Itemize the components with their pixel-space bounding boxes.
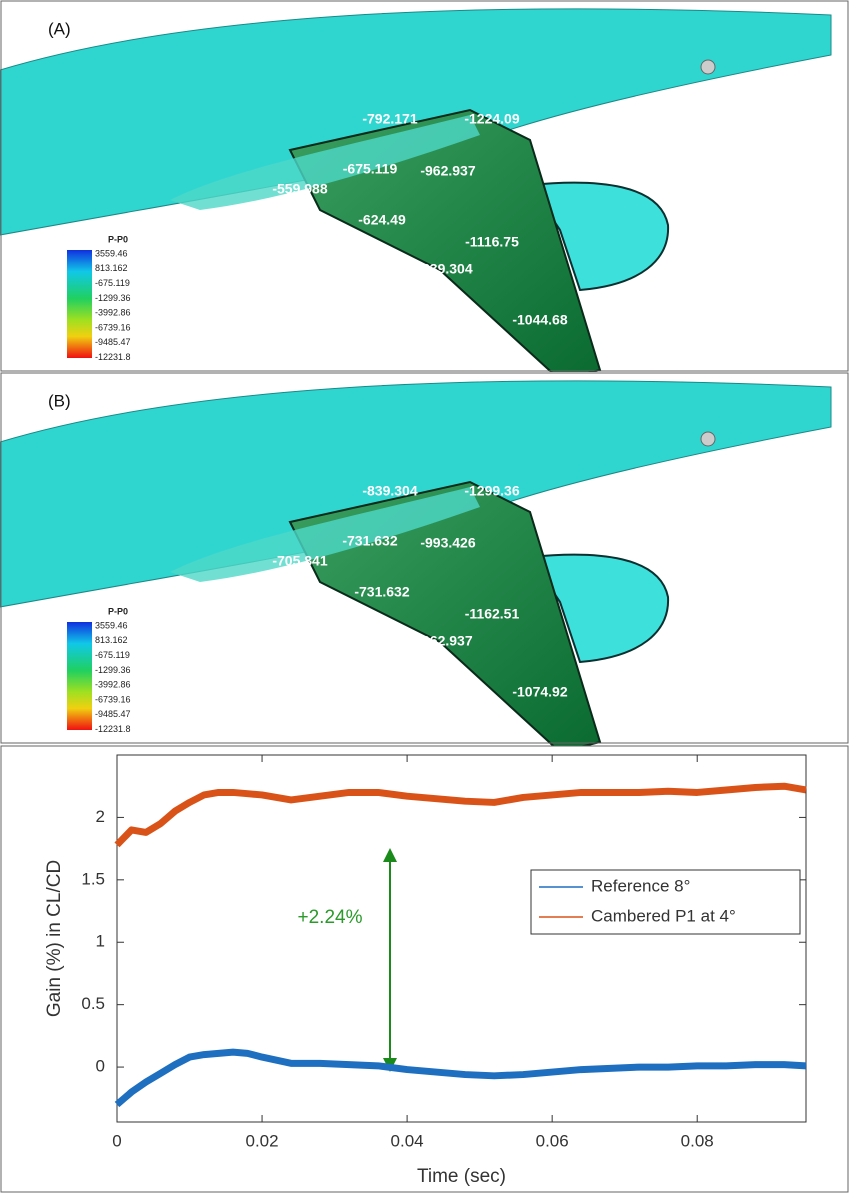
- legend-label: Cambered P1 at 4°: [591, 906, 736, 925]
- x-axis-label: Time (sec): [417, 1166, 506, 1187]
- legend-value: -1299.36: [95, 293, 131, 303]
- pressure-label: -1074.92: [512, 684, 567, 700]
- pressure-label: -705.841: [272, 553, 327, 569]
- legend-value: 813.162: [95, 635, 128, 645]
- panel-label: (A): [48, 19, 71, 38]
- pressure-label: -624.49: [358, 212, 406, 228]
- pressure-label: -962.937: [420, 163, 475, 179]
- x-tick-label: 0: [112, 1131, 121, 1150]
- legend-value: -3992.86: [95, 308, 131, 318]
- legend-value: 813.162: [95, 263, 128, 273]
- legend-value: -6739.16: [95, 694, 131, 704]
- legend-value: -9485.47: [95, 337, 131, 347]
- legend-value: -12231.8: [95, 724, 131, 734]
- page: {"panels": [ {"label": "(A)", "legend_ti…: [0, 0, 849, 1193]
- pressure-label: -1162.51: [465, 606, 520, 622]
- y-tick-label: 0.5: [81, 994, 105, 1013]
- legend-value: -3992.86: [95, 680, 131, 690]
- legend-value: 3559.46: [95, 620, 128, 630]
- legend-value: 3559.46: [95, 248, 128, 258]
- pressure-label: -962.937: [417, 633, 472, 649]
- pressure-label: -1224.09: [464, 111, 519, 127]
- y-axis-label: Gain (%) in CL/CD: [44, 860, 65, 1017]
- chart-frame: [1, 746, 848, 1192]
- figure: +2.24% 0 0.5 1 1.5 2 0 0.02 0.04 0.06 0.08 Time (s…: [0, 0, 849, 1193]
- legend-title: P-P0: [108, 234, 128, 244]
- legend-value: -1299.36: [95, 665, 131, 675]
- pressure-label: -731.632: [354, 584, 409, 600]
- legend-value: -12231.8: [95, 352, 131, 362]
- x-tick-label: 0.02: [246, 1131, 279, 1150]
- x-tick-label: 0.04: [391, 1131, 424, 1150]
- y-tick-label: 2: [96, 807, 105, 826]
- pressure-label: -839.304: [417, 261, 472, 277]
- pressure-label: -675.119: [343, 161, 398, 177]
- pressure-label: -1299.36: [464, 483, 519, 499]
- pressure-label: -993.426: [420, 535, 475, 551]
- y-tick-label: 1.5: [81, 869, 105, 888]
- x-tick-label: 0.06: [536, 1131, 569, 1150]
- pressure-label: -1116.75: [465, 234, 519, 250]
- annotation: +2.24%: [298, 907, 363, 928]
- legend-title: P-P0: [108, 606, 128, 616]
- legend-label: Reference 8°: [591, 876, 690, 895]
- pressure-label: -731.632: [342, 533, 397, 549]
- y-tick-label: 1: [96, 932, 105, 951]
- legend-value: -675.119: [95, 650, 130, 660]
- legend-value: -6739.16: [95, 322, 131, 332]
- pressure-label: -839.304: [362, 483, 417, 499]
- x-tick-label: 0.08: [681, 1131, 714, 1150]
- pressure-label: -1044.68: [512, 312, 567, 328]
- legend-value: -675.119: [95, 278, 130, 288]
- pressure-label: -559.988: [272, 181, 327, 197]
- pressure-label: -792.171: [362, 111, 417, 127]
- legend-value: -9485.47: [95, 709, 131, 719]
- y-tick-label: 0: [96, 1057, 105, 1076]
- panel-label: (B): [48, 391, 71, 410]
